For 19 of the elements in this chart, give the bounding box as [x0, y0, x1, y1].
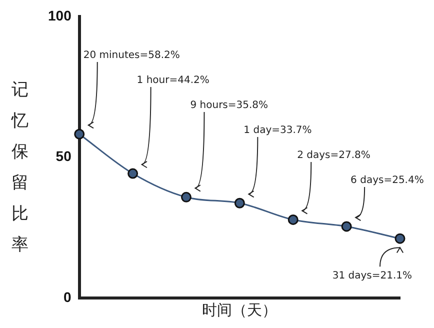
data-label: 6 days=25.4% [350, 175, 424, 186]
point [180, 192, 192, 202]
point [234, 198, 245, 208]
x-axis-title: 时间（天） [202, 300, 278, 319]
data-label: 9 hours=35.8% [190, 100, 268, 111]
y-axis-title: 记忆保留比率 [12, 79, 28, 256]
point [288, 214, 298, 225]
y-tick-label: 50 [56, 148, 72, 164]
data-label: 31 days=21.1% [332, 270, 412, 282]
point [394, 233, 406, 244]
data-label: 2 days=27.8% [297, 150, 370, 161]
point [74, 128, 85, 140]
y-tick-label: 100 [48, 7, 72, 24]
point [128, 168, 138, 179]
data-label: 1 day=33.7% [244, 125, 312, 136]
data-label: 1 hour=44.2% [136, 75, 210, 86]
point [341, 221, 352, 232]
data-label: 20 minutes=58.2% [83, 50, 180, 61]
y-tick-label: 0 [64, 288, 72, 305]
